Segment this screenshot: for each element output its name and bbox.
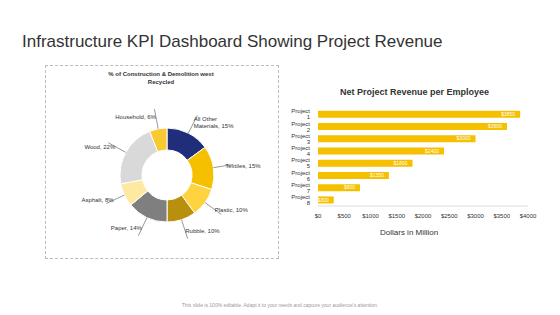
svg-text:$2500: $2500 <box>441 213 458 219</box>
svg-text:Household, 6%: Household, 6% <box>115 114 156 120</box>
svg-text:Plastic, 10%: Plastic, 10% <box>215 207 249 213</box>
svg-text:Project4: Project4 <box>291 145 310 157</box>
svg-text:$4000: $4000 <box>520 213 537 219</box>
svg-text:$800: $800 <box>344 184 355 190</box>
svg-text:$1800: $1800 <box>394 160 408 166</box>
svg-text:Project1: Project1 <box>291 108 310 120</box>
html-text:Infrastructure KPI Dashboard S: Infrastructure KPI Dashboard Showing Pro… <box>22 32 443 51</box>
svg-text:$1500: $1500 <box>388 213 405 219</box>
svg-text:$3000: $3000 <box>467 213 484 219</box>
svg-text:$1350: $1350 <box>370 172 384 178</box>
svg-text:$3850: $3850 <box>501 111 515 117</box>
svg-text:$2400: $2400 <box>425 148 439 154</box>
svg-text:Project5: Project5 <box>291 157 310 169</box>
svg-text:$3600: $3600 <box>488 123 502 129</box>
svg-text:Paper, 14%: Paper, 14% <box>111 225 143 231</box>
svg-text:$2000: $2000 <box>415 213 432 219</box>
svg-text:Asphalt, 8%: Asphalt, 8% <box>82 197 115 203</box>
svg-text:$3000: $3000 <box>457 135 471 141</box>
svg-text:Project2: Project2 <box>291 121 310 133</box>
svg-text:Project8: Project8 <box>291 194 310 206</box>
svg-text:All OtherMaterials, 15%: All OtherMaterials, 15% <box>194 116 234 129</box>
svg-text:Textiles, 15%: Textiles, 15% <box>225 163 261 169</box>
svg-text:$1000: $1000 <box>362 213 379 219</box>
svg-text:$0: $0 <box>315 213 322 219</box>
html-text:Net Project Revenue per Employ: Net Project Revenue per Employee <box>340 87 490 97</box>
svg-text:Project6: Project6 <box>291 170 310 182</box>
html-text:Dollars in Million: Dollars in Million <box>380 228 439 237</box>
html-text:This slide is 100% editable. A: This slide is 100% editable. Adapt it to… <box>181 302 379 308</box>
svg-text:$3500: $3500 <box>493 213 510 219</box>
svg-text:$300: $300 <box>318 197 329 203</box>
svg-text:Wood, 22%: Wood, 22% <box>84 144 116 150</box>
svg-text:Project7: Project7 <box>291 182 310 194</box>
svg-text:Project3: Project3 <box>291 133 310 145</box>
svg-text:Rubble, 10%: Rubble, 10% <box>185 228 220 234</box>
svg-text:$500: $500 <box>338 213 352 219</box>
html-text:% of Construction & Demolition: % of Construction & Demolition west Recy… <box>108 71 214 85</box>
